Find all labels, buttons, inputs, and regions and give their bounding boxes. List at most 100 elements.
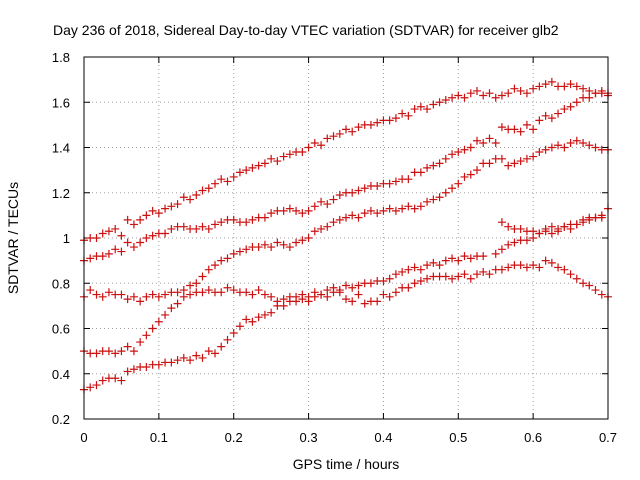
data-point xyxy=(516,224,525,233)
data-point xyxy=(186,281,195,290)
data-point xyxy=(342,281,350,290)
data-point xyxy=(167,202,176,211)
data-point xyxy=(597,213,606,222)
data-point xyxy=(348,283,357,292)
data-point xyxy=(572,274,581,283)
x-tick-label: 0.4 xyxy=(374,430,392,445)
x-tick-label: 0.3 xyxy=(300,430,318,445)
y-tick-label: 0.8 xyxy=(52,276,70,291)
data-point xyxy=(310,227,319,236)
series-track-2 xyxy=(80,89,612,265)
data-point xyxy=(204,347,213,356)
data-point xyxy=(92,234,101,242)
data-point xyxy=(279,301,288,310)
data-point xyxy=(547,77,556,86)
data-point xyxy=(566,138,575,147)
data-point xyxy=(416,202,425,211)
data-point xyxy=(379,276,388,285)
data-point xyxy=(516,157,525,166)
data-point xyxy=(242,218,251,227)
data-point xyxy=(142,331,151,340)
data-point xyxy=(373,209,382,218)
data-point xyxy=(111,224,120,233)
data-point xyxy=(497,265,506,274)
data-point xyxy=(560,143,569,152)
axis-ticks: 0 0.1 0.2 0.3 0.4 0.5 0.6 0.7 0.2 0.4 0.6 0.8 1 1.2 1.… xyxy=(52,50,617,445)
data-point xyxy=(416,276,425,285)
data-point xyxy=(485,270,494,279)
data-point xyxy=(535,82,544,91)
data-point xyxy=(111,349,120,358)
y-tick-label: 1.2 xyxy=(52,186,70,201)
data-point xyxy=(298,295,307,304)
data-point xyxy=(366,120,375,129)
data-point xyxy=(173,200,182,209)
y-tick-label: 0.4 xyxy=(52,367,70,382)
data-point xyxy=(323,222,332,231)
data-point xyxy=(98,376,107,385)
data-point xyxy=(298,236,307,245)
data-point xyxy=(560,265,569,274)
data-point xyxy=(179,353,188,362)
data-point xyxy=(354,281,363,290)
data-point xyxy=(385,292,394,301)
data-point xyxy=(161,310,170,319)
data-point xyxy=(416,265,425,274)
data-point xyxy=(510,238,519,247)
data-point xyxy=(510,125,519,134)
data-point xyxy=(342,213,350,222)
data-point xyxy=(566,102,575,111)
data-point xyxy=(92,381,101,390)
data-point xyxy=(348,188,357,197)
data-point xyxy=(198,222,207,231)
data-point xyxy=(541,256,550,265)
data-point xyxy=(192,224,201,233)
series-track-3 xyxy=(80,136,612,306)
data-point xyxy=(267,308,276,317)
data-point xyxy=(310,288,319,297)
data-point xyxy=(235,247,244,256)
data-point xyxy=(254,243,263,252)
data-point xyxy=(504,89,513,98)
data-point xyxy=(473,86,481,95)
data-point xyxy=(198,353,207,362)
data-point xyxy=(560,222,569,231)
data-point xyxy=(441,256,450,265)
y-tick-label: 1.4 xyxy=(52,141,70,156)
data-point xyxy=(167,304,176,313)
data-point xyxy=(248,215,257,224)
data-point xyxy=(560,82,569,91)
data-point xyxy=(504,161,513,170)
x-tick-label: 0.5 xyxy=(449,430,467,445)
data-point xyxy=(491,93,500,102)
data-point xyxy=(529,227,538,236)
data-point xyxy=(572,82,581,91)
data-point xyxy=(229,172,238,181)
data-point xyxy=(566,80,575,89)
data-point xyxy=(136,297,145,306)
data-point xyxy=(129,292,138,301)
data-point xyxy=(148,290,157,299)
data-point xyxy=(229,329,238,338)
data-point xyxy=(117,376,126,385)
data-point xyxy=(317,141,326,150)
data-point xyxy=(323,134,332,143)
data-point xyxy=(460,93,469,102)
data-point xyxy=(348,211,357,220)
data-point xyxy=(473,136,481,145)
data-point xyxy=(242,166,251,175)
data-point xyxy=(522,263,531,272)
data-point xyxy=(142,362,151,371)
data-point xyxy=(441,154,450,163)
data-point xyxy=(260,213,269,222)
data-point xyxy=(242,315,251,324)
data-point xyxy=(429,258,438,267)
data-point xyxy=(335,129,344,138)
data-point xyxy=(441,188,450,197)
data-point xyxy=(522,89,531,98)
data-point xyxy=(217,256,226,265)
data-point xyxy=(398,204,407,213)
data-point xyxy=(479,267,488,276)
data-point xyxy=(535,116,544,125)
